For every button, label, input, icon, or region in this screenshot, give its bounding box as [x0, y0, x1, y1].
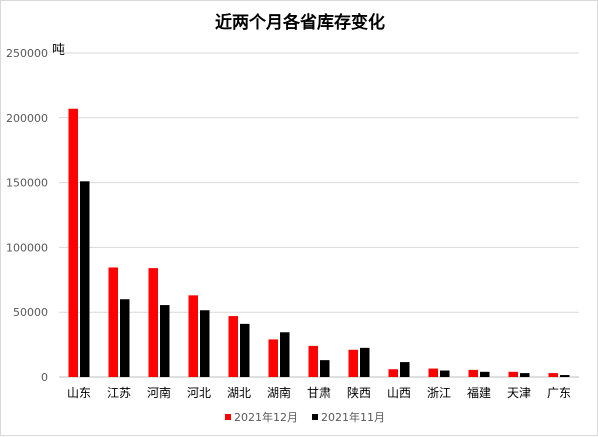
bar-nov-1 [120, 299, 130, 377]
bar-dec-0 [68, 108, 78, 377]
bar-nov-12 [560, 375, 570, 377]
x-category-label: 河南 [147, 385, 171, 400]
bar-dec-3 [188, 295, 198, 377]
x-category-label: 福建 [467, 385, 491, 400]
bar-nov-3 [200, 310, 210, 377]
bar-nov-0 [80, 181, 90, 377]
bar-dec-8 [388, 369, 398, 377]
x-category-label: 甘肃 [307, 386, 331, 400]
y-axis-unit-label: 吨 [52, 43, 65, 58]
legend-label: 2021年12月 [234, 410, 298, 424]
gridlines [59, 52, 579, 378]
bar-dec-9 [428, 368, 438, 377]
bar-nov-9 [440, 370, 450, 377]
x-category-label: 浙江 [427, 386, 451, 400]
bar-dec-1 [108, 267, 118, 377]
bar-dec-11 [508, 371, 518, 377]
bar-nov-5 [280, 332, 290, 377]
y-axis-ticks: 0 50000 100000 150000 200000 250000 [6, 47, 48, 384]
bar-nov-10 [480, 371, 490, 377]
x-axis-categories: 山东 江苏 河南 河北 湖北 湖南 甘肃 陕西 山西 浙江 福建 天津 广东 [67, 385, 571, 400]
bar-dec-4 [228, 316, 238, 377]
x-category-label: 湖南 [267, 385, 291, 400]
x-category-label: 江苏 [107, 386, 131, 400]
y-tick-label: 150000 [6, 177, 48, 190]
bar-nov-4 [240, 323, 250, 377]
x-category-label: 湖北 [227, 385, 251, 400]
bar-dec-2 [148, 268, 158, 377]
chart-title: 近两个月各省库存变化 [215, 12, 385, 33]
bar-dec-6 [308, 345, 318, 377]
x-category-label: 广东 [547, 386, 571, 400]
x-category-label: 河北 [187, 386, 211, 400]
legend-swatch [225, 414, 231, 420]
bar-nov-8 [400, 362, 410, 377]
y-tick-label: 100000 [6, 241, 48, 254]
bar-dec-7 [348, 349, 358, 377]
x-category-label: 天津 [507, 386, 531, 400]
x-category-label: 山西 [387, 386, 411, 400]
x-category-label: 山东 [67, 386, 91, 400]
bars [68, 108, 570, 377]
legend-swatch [312, 414, 318, 420]
bar-nov-2 [160, 305, 170, 377]
y-tick-label: 0 [41, 371, 48, 384]
legend-label: 2021年11月 [321, 410, 385, 424]
bar-nov-6 [320, 360, 330, 377]
y-tick-label: 200000 [6, 112, 48, 125]
y-tick-label: 50000 [13, 306, 48, 319]
legend: 2021年12月 2021年11月 [225, 410, 385, 424]
bar-nov-11 [520, 373, 530, 377]
bar-dec-12 [548, 373, 558, 377]
bar-dec-5 [268, 339, 278, 377]
y-tick-label: 250000 [6, 47, 48, 60]
x-category-label: 陕西 [347, 385, 371, 400]
bar-dec-10 [468, 369, 478, 377]
bar-nov-7 [360, 347, 370, 377]
